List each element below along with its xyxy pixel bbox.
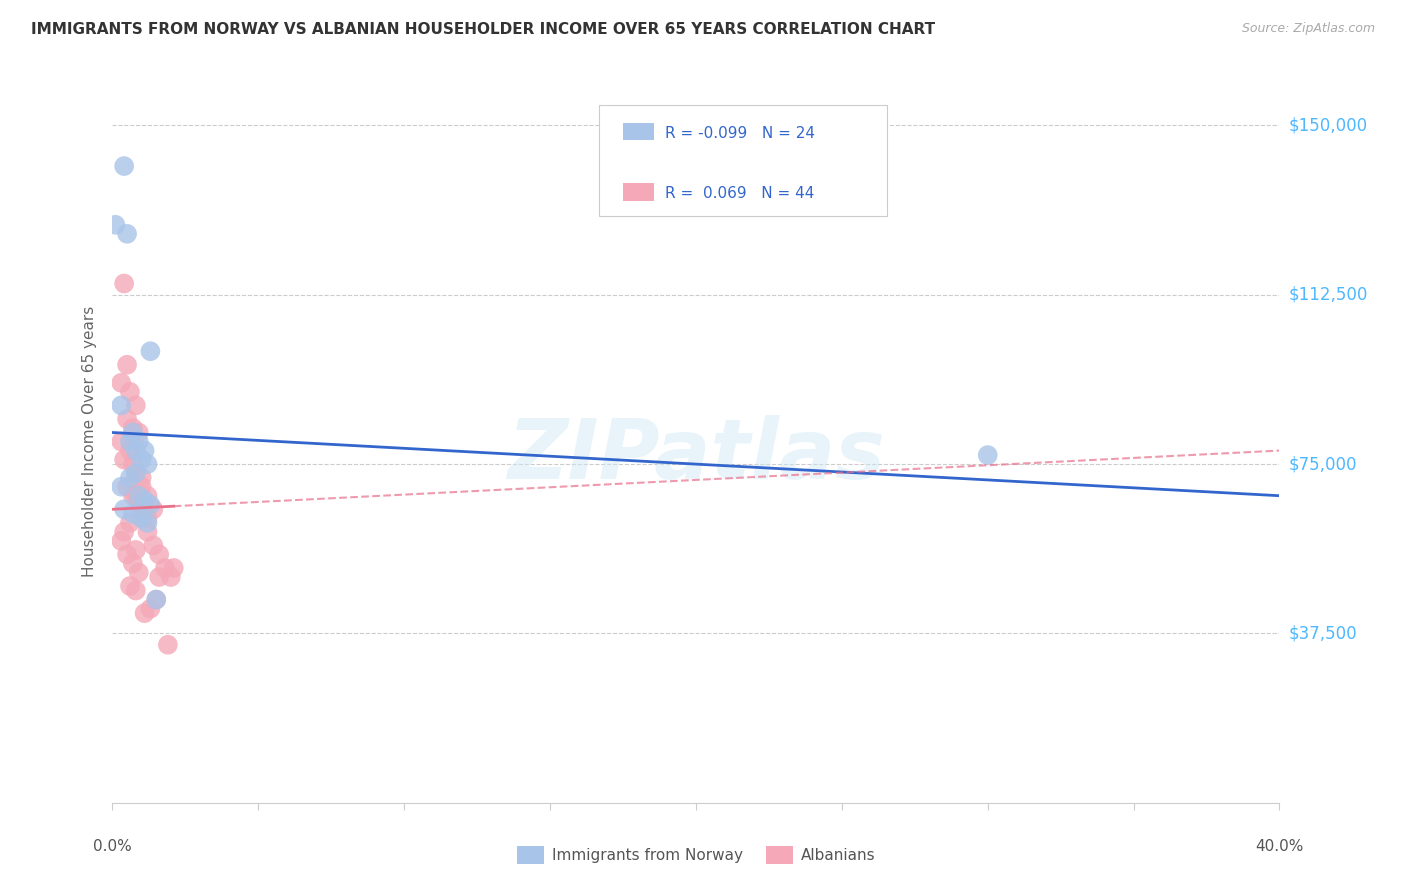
Point [160, 570, 183, 584]
Text: $75,000: $75,000 [1289, 455, 1357, 473]
Point [139, 498, 162, 512]
Point [128, 425, 150, 440]
Point [104, 218, 127, 232]
Text: $37,500: $37,500 [1289, 624, 1357, 642]
Point [131, 480, 153, 494]
Point [118, 516, 141, 530]
Point [145, 592, 167, 607]
Text: 40.0%: 40.0% [1256, 838, 1303, 854]
Text: 0.0%: 0.0% [93, 838, 132, 854]
Point [139, 344, 162, 359]
Point [118, 579, 141, 593]
Point [134, 606, 156, 620]
Point [118, 443, 141, 458]
Point [148, 548, 170, 562]
Text: R = -0.099   N = 24: R = -0.099 N = 24 [665, 126, 815, 141]
Point [976, 448, 998, 462]
Point [136, 524, 159, 539]
Point [142, 502, 165, 516]
Point [163, 561, 186, 575]
Point [118, 470, 141, 484]
Point [112, 452, 135, 467]
Point [128, 434, 150, 449]
Point [112, 277, 135, 291]
Point [122, 425, 145, 440]
Point [112, 159, 135, 173]
Point [128, 489, 150, 503]
Point [153, 561, 176, 575]
Text: ZIPatlas: ZIPatlas [508, 416, 884, 497]
Point [142, 538, 165, 552]
Point [131, 470, 153, 484]
Point [131, 452, 153, 467]
Point [134, 502, 156, 516]
Point [134, 493, 156, 508]
Text: $150,000: $150,000 [1289, 117, 1368, 135]
Point [125, 443, 148, 458]
Point [112, 524, 135, 539]
Point [125, 583, 148, 598]
Y-axis label: Householder Income Over 65 years: Householder Income Over 65 years [82, 306, 97, 577]
Point [156, 638, 179, 652]
Point [122, 507, 145, 521]
Point [139, 601, 162, 615]
Point [148, 570, 170, 584]
Point [122, 457, 145, 471]
Point [122, 557, 145, 571]
Point [110, 398, 132, 412]
Point [125, 466, 148, 480]
Point [115, 358, 138, 372]
Point [145, 592, 167, 607]
Point [115, 412, 138, 426]
Legend: Immigrants from Norway, Albanians: Immigrants from Norway, Albanians [516, 847, 876, 863]
Point [122, 489, 145, 503]
Point [110, 376, 132, 390]
Point [136, 489, 159, 503]
Point [125, 489, 148, 503]
Point [136, 516, 159, 530]
Point [110, 434, 132, 449]
Point [122, 421, 145, 435]
Text: Source: ZipAtlas.com: Source: ZipAtlas.com [1241, 22, 1375, 36]
Point [110, 480, 132, 494]
Point [136, 457, 159, 471]
Point [128, 566, 150, 580]
Point [118, 384, 141, 399]
Point [136, 511, 159, 525]
Point [115, 480, 138, 494]
Point [112, 502, 135, 516]
Text: R =  0.069   N = 44: R = 0.069 N = 44 [665, 186, 814, 202]
Point [125, 466, 148, 480]
Point [128, 493, 150, 508]
Point [125, 542, 148, 557]
Point [131, 502, 153, 516]
Text: $112,500: $112,500 [1289, 285, 1368, 304]
Point [110, 533, 132, 548]
Point [115, 548, 138, 562]
Point [125, 398, 148, 412]
Point [118, 434, 141, 449]
Point [131, 511, 153, 525]
Point [134, 443, 156, 458]
Text: IMMIGRANTS FROM NORWAY VS ALBANIAN HOUSEHOLDER INCOME OVER 65 YEARS CORRELATION : IMMIGRANTS FROM NORWAY VS ALBANIAN HOUSE… [31, 22, 935, 37]
Point [115, 227, 138, 241]
